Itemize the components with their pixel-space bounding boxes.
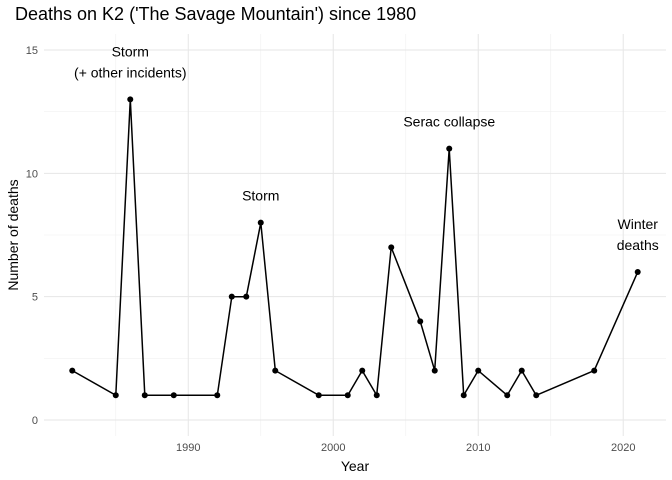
annotation-label: Storm xyxy=(112,43,149,59)
y-tick-label: 10 xyxy=(26,168,38,180)
data-point xyxy=(591,367,598,374)
annotation-label: Storm xyxy=(242,188,279,204)
data-point xyxy=(272,367,279,374)
data-point xyxy=(257,219,264,226)
data-point xyxy=(112,392,119,399)
x-axis-label: Year xyxy=(341,458,370,474)
x-tick-label: 1990 xyxy=(176,442,200,454)
data-point xyxy=(170,392,177,399)
data-point xyxy=(214,392,221,399)
data-point xyxy=(504,392,511,399)
annotation-label: deaths xyxy=(617,237,659,253)
grid-minor xyxy=(44,34,666,436)
y-tick-label: 0 xyxy=(32,415,38,427)
data-point xyxy=(243,293,250,300)
data-point xyxy=(69,367,76,374)
y-axis-ticks: 0 5 10 15 xyxy=(26,45,38,427)
annotation-label: Serac collapse xyxy=(403,114,495,130)
data-point xyxy=(475,367,482,374)
data-points xyxy=(69,96,641,399)
grid-major xyxy=(44,34,666,436)
data-point xyxy=(373,392,380,399)
data-point xyxy=(315,392,322,399)
x-tick-label: 2000 xyxy=(321,442,345,454)
y-axis-label: Number of deaths xyxy=(5,179,21,290)
data-point xyxy=(344,392,351,399)
y-tick-label: 15 xyxy=(26,45,38,57)
data-point xyxy=(417,318,424,325)
data-point xyxy=(533,392,540,399)
x-tick-label: 2010 xyxy=(466,442,490,454)
data-point xyxy=(431,367,438,374)
x-tick-label: 2020 xyxy=(611,442,635,454)
annotation-label: (+ other incidents) xyxy=(74,64,186,80)
x-axis-ticks: 1990 2000 2010 2020 xyxy=(176,442,635,454)
data-point xyxy=(127,96,134,103)
data-point xyxy=(460,392,467,399)
annotations: Storm (+ other incidents) Storm Serac colla… xyxy=(74,43,659,253)
data-point xyxy=(388,244,395,251)
data-point xyxy=(359,367,366,374)
annotation-label: Winter xyxy=(618,216,659,232)
data-point xyxy=(446,145,453,152)
data-point xyxy=(228,293,235,300)
data-point xyxy=(141,392,148,399)
chart-title: Deaths on K2 ('The Savage Mountain') sin… xyxy=(15,4,417,24)
data-point xyxy=(518,367,525,374)
data-point xyxy=(634,268,641,275)
y-tick-label: 5 xyxy=(32,292,38,304)
